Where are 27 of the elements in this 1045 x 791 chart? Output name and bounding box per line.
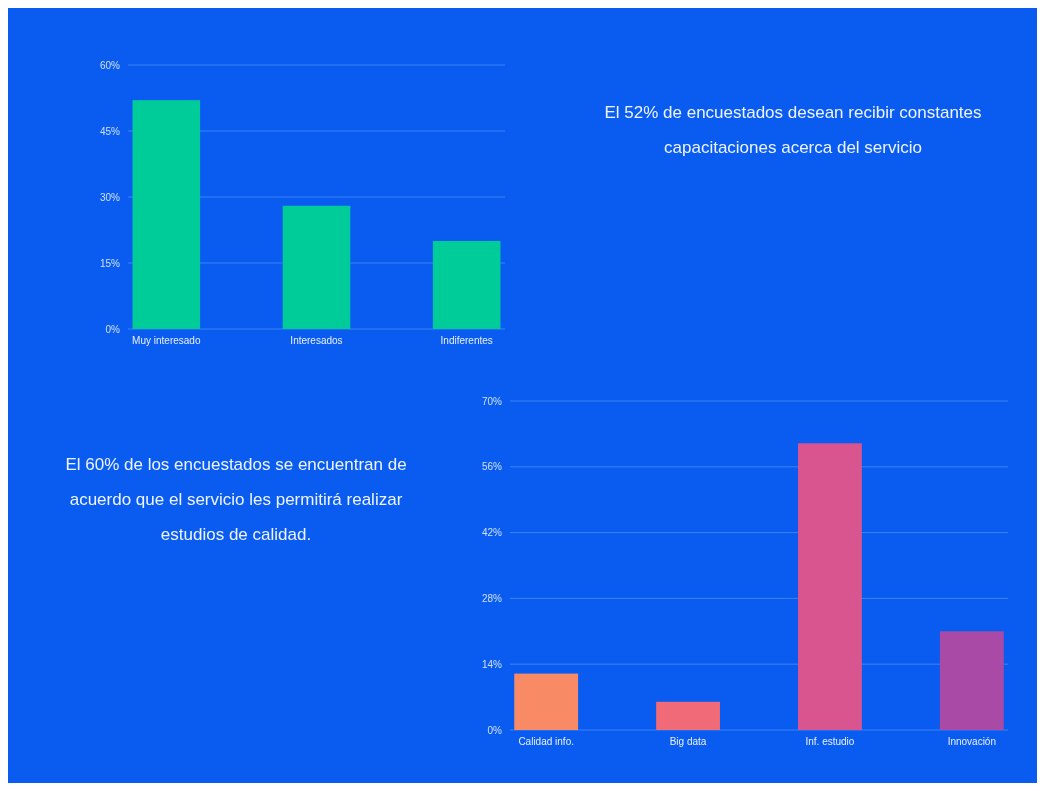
- y-tick-label: 14%: [481, 658, 503, 670]
- y-tick-label: 0%: [105, 323, 121, 335]
- y-tick-label: 70%: [481, 395, 503, 407]
- y-tick-label: 28%: [481, 592, 503, 604]
- x-tick-label: Innovación: [947, 736, 997, 747]
- y-tick-label: 0%: [487, 724, 503, 736]
- y-tick-label: 42%: [481, 527, 503, 539]
- bar: [432, 241, 501, 329]
- x-tick-label: Muy interesado: [132, 335, 201, 346]
- bar: [514, 673, 579, 730]
- x-tick-label: Indiferentes: [440, 335, 493, 346]
- bar: [798, 443, 862, 730]
- x-tick-label: Inf. estudio: [805, 736, 855, 747]
- y-tick-label: 60%: [99, 59, 121, 71]
- text: El 60% de los encuestados se encuentran de acuerdo que el servicio les permitirá realizar estudios de calidad.: [65, 455, 407, 544]
- x-tick-label: Interesados: [290, 335, 343, 346]
- x-tick-label: Calidad info.: [518, 736, 574, 747]
- y-tick-label: 45%: [99, 125, 121, 137]
- y-tick-label: 30%: [99, 191, 121, 203]
- bar: [282, 205, 351, 329]
- y-tick-label: 56%: [481, 461, 503, 473]
- bar: [656, 701, 720, 730]
- y-tick-label: 15%: [99, 257, 121, 269]
- bar: [939, 631, 1004, 730]
- bar: [132, 100, 201, 329]
- x-tick-label: Big data: [669, 736, 707, 747]
- text: El 52% de encuestados desean recibir constantes capacitaciones acerca del servicio: [604, 103, 982, 157]
